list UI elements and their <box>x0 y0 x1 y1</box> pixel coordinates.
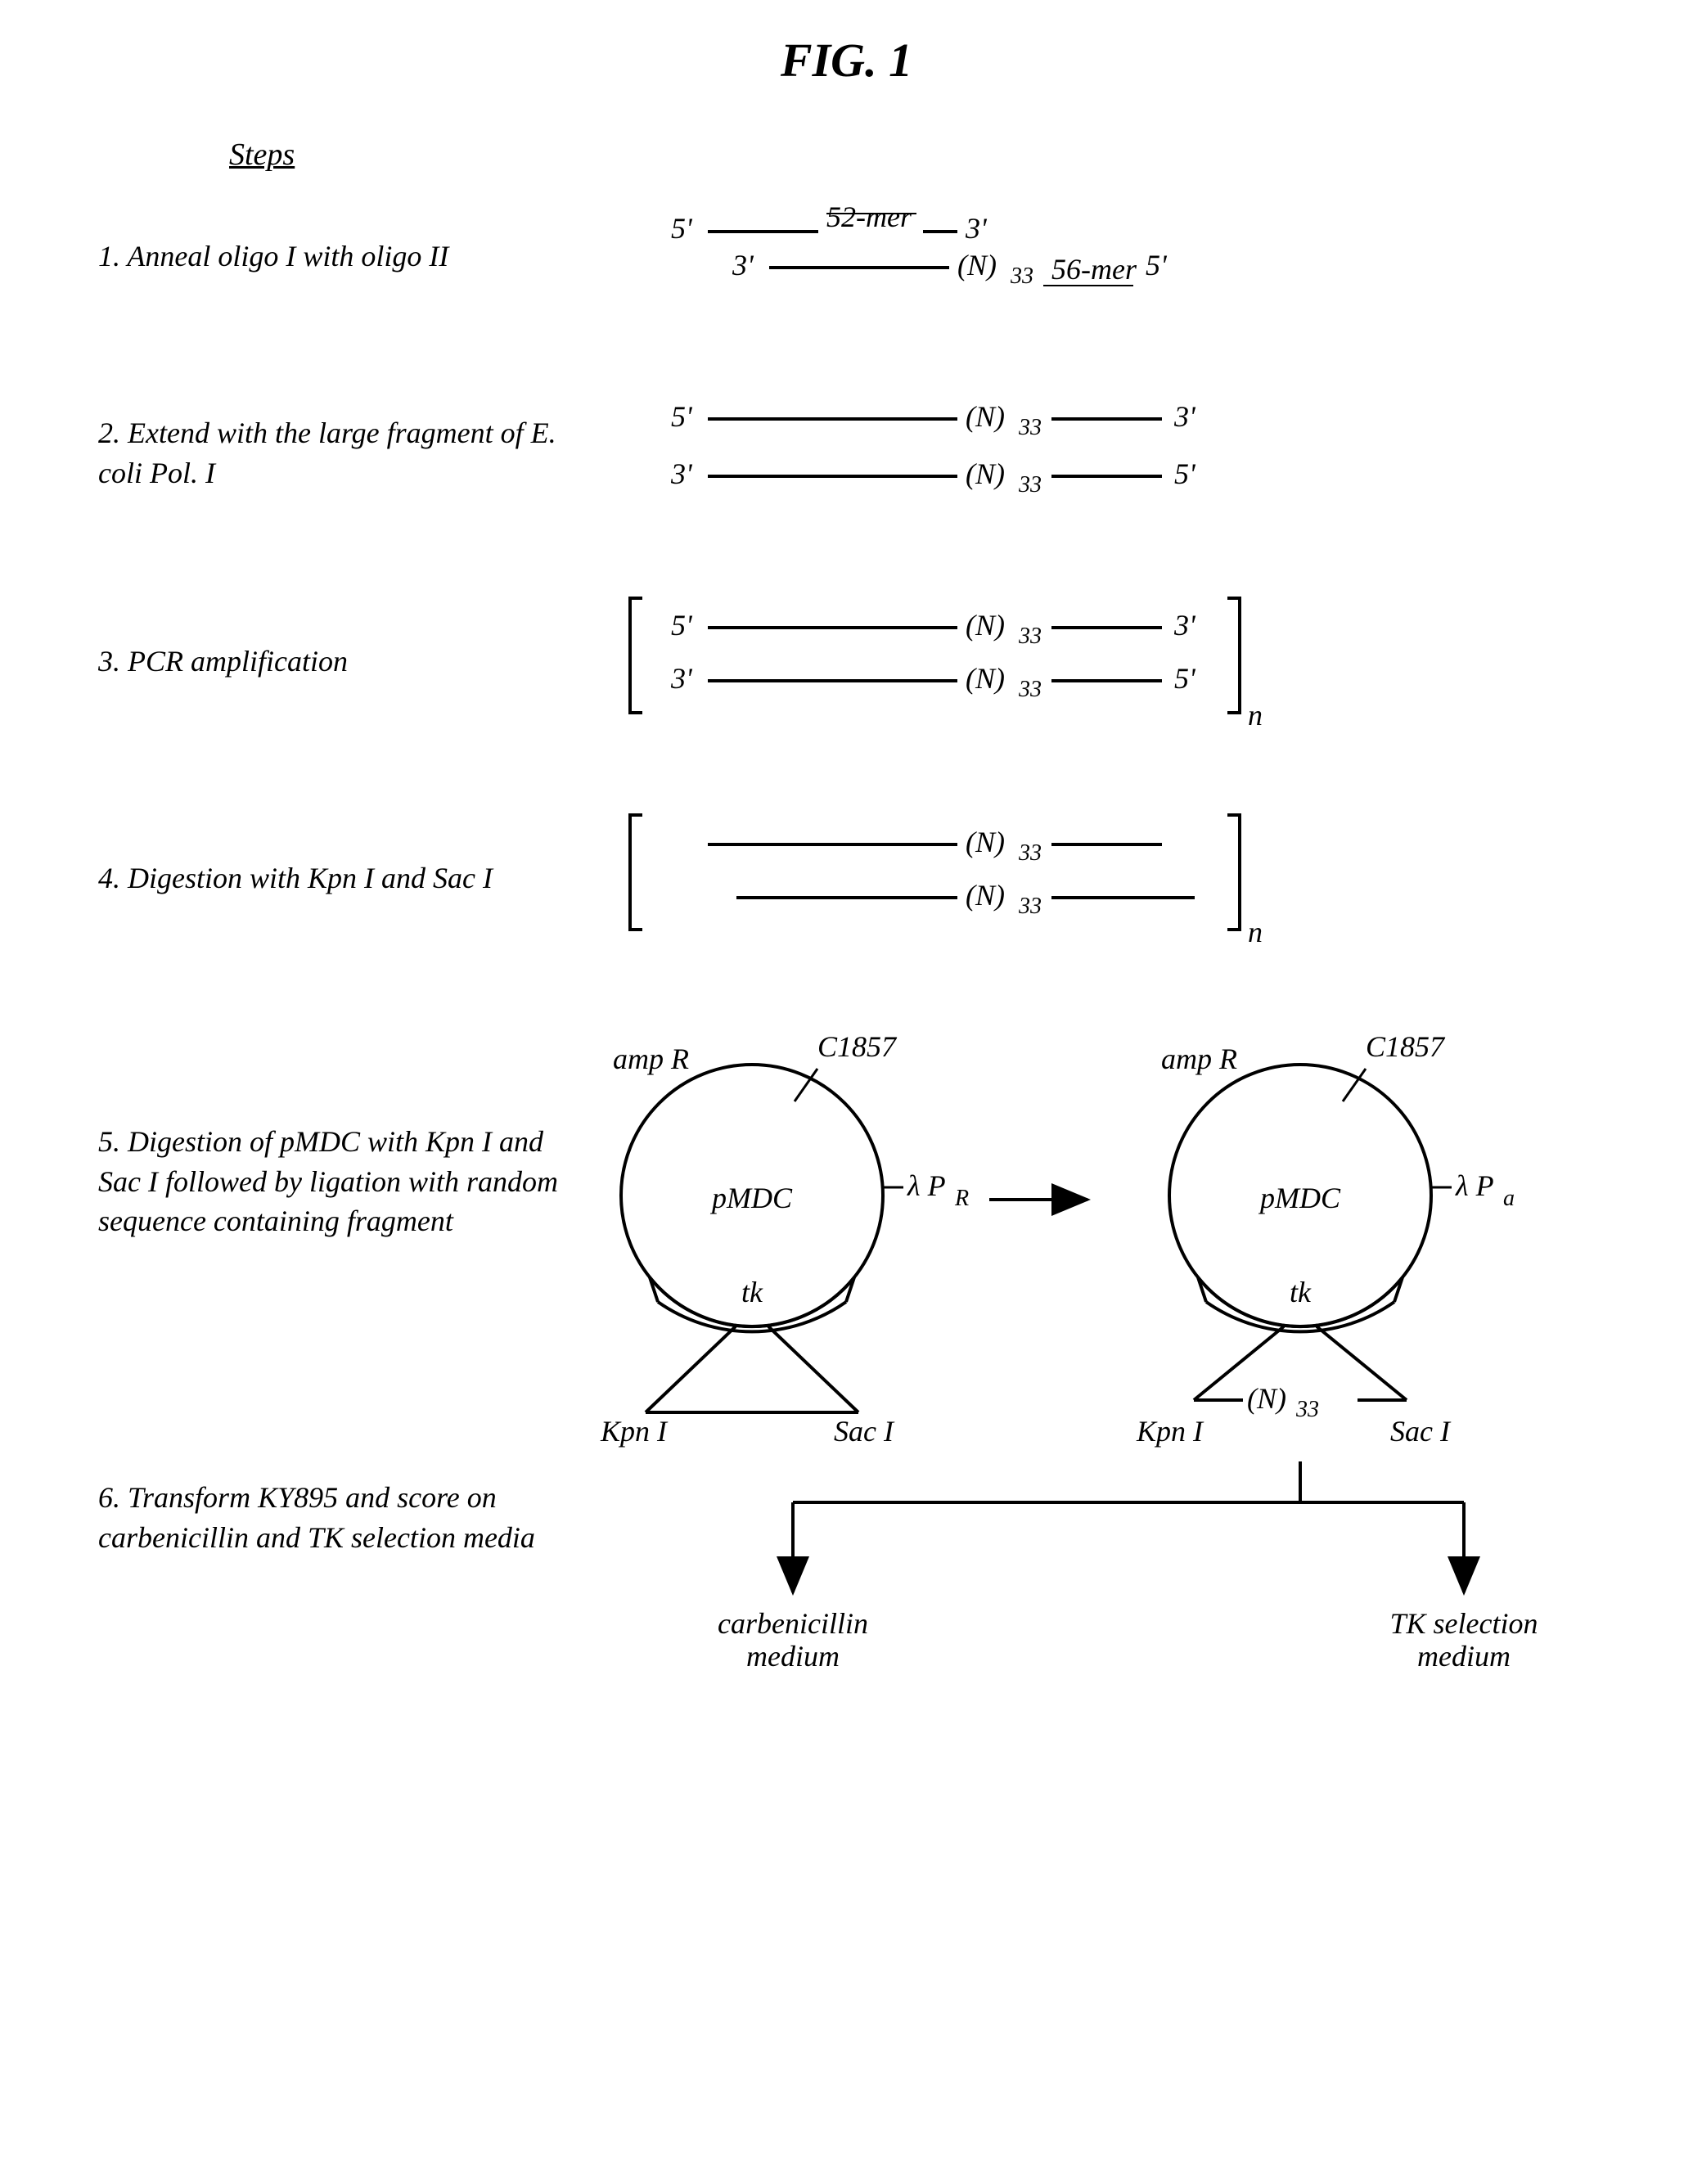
step-num: 2. <box>98 417 120 449</box>
step-row-5: 5. Digestion of pMDC with Kpn I and Sac … <box>65 1024 1628 1453</box>
diagram-3: n 5' (N) 33 3' 3' (N) 33 5' <box>573 590 1628 733</box>
end-3-2a: 3' <box>1173 400 1196 433</box>
amp-r: amp R <box>1161 1042 1237 1075</box>
step-4-text: 4. Digestion with Kpn I and Sac I <box>65 858 573 898</box>
c1857-r: C1857 <box>1366 1030 1446 1063</box>
step-num: 1. <box>98 240 120 272</box>
diagram-5: pMDC amp R C1857 λ P R tk <box>564 1024 1628 1453</box>
end-5-3b: 5' <box>1174 662 1196 695</box>
end-3-3b: 3' <box>670 662 693 695</box>
step-label: Extend with the large fragment of E. col… <box>98 417 556 489</box>
diagram-4: n (N) 33 (N) 33 <box>573 807 1628 950</box>
sac-r: Sac I <box>1390 1415 1452 1448</box>
step-num: 5. <box>98 1125 120 1158</box>
step-label: PCR amplification <box>128 645 348 678</box>
n-label-2a: (N) <box>966 400 1005 433</box>
n-sub-2b: 33 <box>1018 472 1042 498</box>
n-label-r: (N) <box>1247 1382 1286 1415</box>
right-medium-1: TK selection <box>1390 1607 1538 1640</box>
step-row-6: 6. Transform KY895 and score on carbenic… <box>65 1478 1628 1695</box>
step-row-3: 3. PCR amplification n 5' (N) 33 3' 3' (… <box>65 590 1628 733</box>
end-5: 5' <box>671 212 693 245</box>
step-num: 3. <box>98 645 120 678</box>
n-label-4a: (N) <box>966 826 1005 858</box>
end-5-3a: 5' <box>671 609 693 642</box>
left-medium-2: medium <box>746 1640 840 1673</box>
lambda-pr-sub-l: R <box>954 1186 969 1211</box>
left-medium-1: carbenicillin <box>718 1607 868 1640</box>
n-sub-3a: 33 <box>1018 624 1042 649</box>
n-label-3b: (N) <box>966 662 1005 695</box>
right-medium-2: medium <box>1417 1640 1511 1673</box>
step-num: 6. <box>98 1481 120 1514</box>
n-label-2b: (N) <box>966 457 1005 490</box>
step-5-text: 5. Digestion of pMDC with Kpn I and Sac … <box>65 1024 564 1241</box>
step-row-2: 2. Extend with the large fragment of E. … <box>65 390 1628 516</box>
bracket-sub-4: n <box>1248 916 1263 948</box>
kpn-l: Kpn I <box>600 1415 669 1448</box>
top-mer-label: 52-mer <box>826 200 912 233</box>
figure-title: FIG. 1 <box>65 33 1628 88</box>
plasmid-name-l: pMDC <box>709 1182 793 1214</box>
step-label: Anneal oligo I with oligo II <box>127 240 448 272</box>
n-sub-r: 33 <box>1295 1397 1319 1422</box>
steps-header: Steps <box>229 137 1628 173</box>
step-num: 4. <box>98 862 120 894</box>
diagram-6: carbenicillin medium TK selection medium <box>564 1478 1628 1695</box>
lambda-pa-sub-r: a <box>1503 1186 1515 1211</box>
n-label-4b: (N) <box>966 879 1005 912</box>
diagram-2: 5' (N) 33 3' 3' (N) 33 5' <box>573 390 1628 516</box>
n-sub-2a: 33 <box>1018 415 1042 440</box>
n-sub-3b: 33 <box>1018 677 1042 702</box>
step-6-text: 6. Transform KY895 and score on carbenic… <box>65 1478 564 1557</box>
end-3-2b: 3' <box>670 457 693 490</box>
step-1-text: 1. Anneal oligo I with oligo II <box>65 236 573 277</box>
kpn-r: Kpn I <box>1136 1415 1204 1448</box>
step-label: Transform KY895 and score on carbenicill… <box>98 1481 535 1554</box>
bracket-sub-3: n <box>1248 699 1263 732</box>
end-5: 5' <box>671 400 693 433</box>
end-5b: 5' <box>1146 249 1168 281</box>
step-3-text: 3. PCR amplification <box>65 642 573 682</box>
end-3b: 3' <box>732 249 754 281</box>
n-sub-4a: 33 <box>1018 840 1042 866</box>
end-3: 3' <box>965 212 988 245</box>
plasmid-name-r: pMDC <box>1258 1182 1341 1214</box>
step-row-1: 1. Anneal oligo I with oligo II 5' 52-me… <box>65 197 1628 316</box>
end-5-2b: 5' <box>1174 457 1196 490</box>
plasmid-right: pMDC amp R C1857 λ P a tk (N) 33 Kpn I <box>1136 1030 1515 1448</box>
step-2-text: 2. Extend with the large fragment of E. … <box>65 413 573 493</box>
tk-l: tk <box>741 1276 763 1308</box>
step-label: Digestion with Kpn I and Sac I <box>128 862 493 894</box>
c1857-l: C1857 <box>817 1030 898 1063</box>
step-label: Digestion of pMDC with Kpn I and Sac I f… <box>98 1125 558 1237</box>
lambda-pa-r: λ P <box>1455 1169 1494 1202</box>
tk-r: tk <box>1290 1276 1312 1308</box>
sac-l: Sac I <box>834 1415 895 1448</box>
n-sub-1: 33 <box>1010 263 1033 289</box>
end-3-3a: 3' <box>1173 609 1196 642</box>
n-label-3a: (N) <box>966 609 1005 642</box>
amp-l: amp R <box>613 1042 689 1075</box>
plasmid-left: pMDC amp R C1857 λ P R tk <box>600 1030 969 1448</box>
step-row-4: 4. Digestion with Kpn I and Sac I n (N) … <box>65 807 1628 950</box>
diagram-1: 5' 52-mer 3' 3' (N) 33 56-mer 5' <box>573 197 1628 316</box>
bottom-mer-label: 56-mer <box>1051 253 1137 286</box>
lambda-pr-l: λ P <box>907 1169 946 1202</box>
n-sub-4b: 33 <box>1018 894 1042 919</box>
n-label-1: (N) <box>957 249 997 281</box>
